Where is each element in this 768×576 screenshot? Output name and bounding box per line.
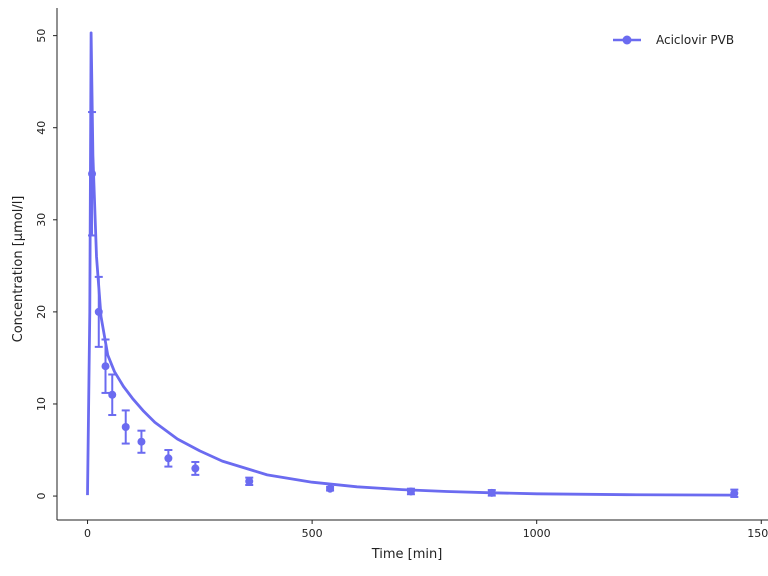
data-point	[245, 477, 254, 486]
data-point	[406, 487, 415, 496]
data-point	[164, 454, 173, 463]
y-tick-label: 40	[35, 121, 48, 135]
y-tick-label: 0	[35, 493, 48, 500]
legend: Aciclovir PVB	[613, 33, 734, 47]
legend-label: Aciclovir PVB	[656, 33, 734, 47]
data-point	[191, 464, 200, 473]
x-tick-label: 1500	[747, 527, 768, 540]
y-tick-label: 20	[35, 305, 48, 319]
x-tick-label: 0	[84, 527, 91, 540]
data-point	[94, 307, 103, 316]
y-axis-ticks: 0 10 20 30 40 50	[35, 29, 57, 500]
y-tick-label: 50	[35, 29, 48, 43]
x-tick-label: 500	[302, 527, 323, 540]
data-point	[108, 390, 117, 399]
y-tick-label: 30	[35, 213, 48, 227]
fit-curve	[86, 31, 735, 497]
data-point	[121, 422, 130, 431]
error-bars	[88, 111, 739, 498]
data-points	[88, 169, 739, 498]
data-point	[101, 362, 110, 371]
data-point	[88, 169, 97, 178]
legend-swatch-marker	[622, 35, 632, 45]
x-axis-title: Time [min]	[371, 547, 443, 562]
y-tick-label: 10	[35, 397, 48, 411]
data-point	[326, 484, 335, 493]
data-point	[487, 488, 496, 497]
fit-curve-group	[86, 31, 735, 497]
data-point	[730, 489, 739, 498]
x-axis-ticks: 0 500 1000 1500	[84, 520, 768, 540]
x-tick-label: 1000	[523, 527, 551, 540]
data-point	[137, 437, 146, 446]
y-axis-title: Concentration [µmol/l]	[11, 196, 26, 343]
